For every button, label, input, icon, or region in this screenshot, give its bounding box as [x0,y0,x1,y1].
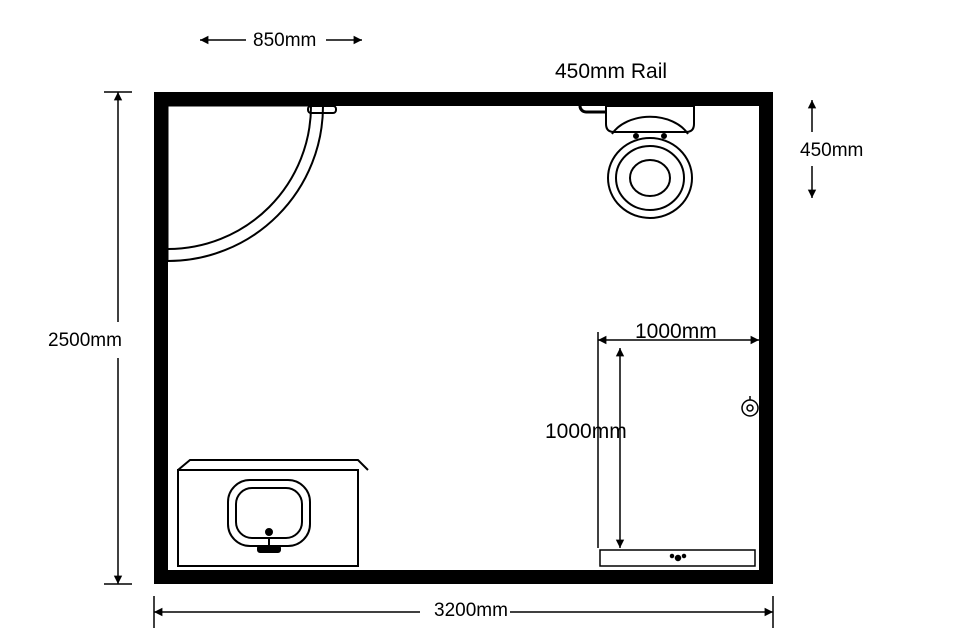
floor-plan-stage: 3200mm 2500mm 850mm 450mm Rail 450mm 100… [0,0,953,635]
floor-plan-svg [0,0,953,635]
basin-icon [178,460,368,566]
dim-label-height: 2500mm [48,330,122,352]
dim-label-rail: 450mm Rail [555,60,667,84]
dim-label-toilet-depth: 450mm [800,140,863,162]
dim-label-shower: 850mm [253,30,316,52]
door-threshold [600,550,755,566]
dim-label-width: 3200mm [434,600,508,622]
dim-label-clear-w: 1000mm [635,320,717,344]
dim-label-clear-h: 1000mm [545,420,627,444]
toilet-icon [606,106,694,218]
